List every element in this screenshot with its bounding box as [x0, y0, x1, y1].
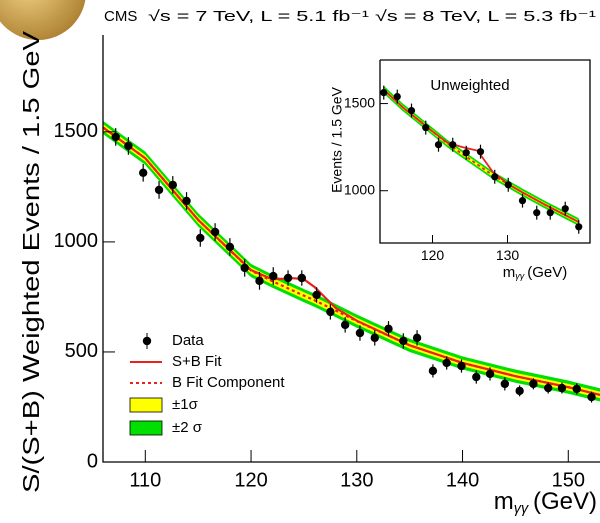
x-tick-label: 120 [234, 469, 267, 491]
legend-label: ±1σ [172, 396, 199, 413]
data-point [462, 149, 470, 157]
legend-swatch [129, 420, 163, 436]
x-label-symbol: m [503, 264, 516, 281]
data-point [370, 333, 379, 343]
x-tick-label: 120 [421, 247, 445, 263]
legend-data-marker [142, 336, 152, 346]
data-point [399, 336, 408, 346]
data-point [412, 333, 422, 343]
data-point [561, 205, 569, 213]
legend-label: Data [172, 332, 204, 349]
x-label-subscript: γγ [515, 271, 525, 281]
data-point [380, 88, 388, 97]
data-point [422, 124, 430, 132]
data-point [476, 148, 485, 156]
data-point [340, 320, 350, 330]
data-point [168, 180, 177, 190]
data-point [124, 141, 133, 151]
data-point [533, 209, 541, 217]
x-axis-label: mγγ (GeV) [494, 488, 597, 516]
legend-swatch [129, 397, 163, 413]
medal-logo [0, 0, 86, 40]
data-point [449, 141, 457, 149]
x-tick-label: 140 [446, 469, 479, 491]
data-point [491, 173, 499, 181]
data-point [210, 227, 220, 237]
y-tick-label: 500 [65, 340, 98, 362]
inset-title: Unweighted [430, 77, 509, 94]
legend-label: ±2 σ [172, 419, 203, 436]
data-point [428, 366, 438, 376]
data-point [500, 379, 510, 389]
x-label-subscript: γγ [514, 501, 529, 517]
signal-fit-line [102, 126, 600, 396]
data-point [472, 372, 481, 382]
data-point [457, 361, 466, 371]
x-tick-label: 130 [496, 247, 520, 263]
x-label-unit: (GeV) [533, 488, 597, 515]
x-label-symbol: m [494, 488, 514, 515]
data-point [504, 181, 512, 189]
data-point [297, 273, 306, 283]
data-point [393, 93, 401, 101]
data-point [557, 383, 567, 393]
y-tick-label: 1500 [54, 120, 99, 142]
data-point [587, 392, 596, 402]
data-point [312, 290, 321, 300]
data-point [546, 209, 554, 217]
data-point [196, 233, 205, 243]
y-tick-label: 1000 [54, 230, 99, 252]
legend-label: S+B Fit [172, 353, 222, 370]
data-point [384, 324, 393, 334]
experiment-label: CMS [104, 8, 137, 25]
data-point [111, 132, 120, 142]
data-point [485, 369, 495, 379]
y-tick-label: 1000 [344, 181, 375, 197]
legend-label: B Fit Component [172, 374, 285, 391]
data-point [515, 386, 524, 396]
data-point [442, 358, 451, 368]
data-point [355, 328, 365, 338]
y-tick-label: 0 [87, 450, 98, 472]
data-point [543, 383, 553, 393]
y-tick-label: 1500 [344, 94, 375, 110]
data-point [575, 223, 583, 231]
data-point [269, 271, 278, 281]
axis-frame [379, 59, 591, 244]
data-point [154, 185, 164, 195]
data-point [518, 197, 527, 205]
data-point [434, 141, 443, 149]
data-point [572, 384, 581, 394]
data-point [138, 168, 148, 177]
data-point [326, 307, 335, 317]
x-tick-label: 150 [552, 469, 585, 491]
x-axis-label: mγγ (GeV) [503, 264, 568, 281]
y-axis-label: S/(S+B) Weighted Events / 1.5 GeV [18, 30, 44, 493]
data-point [283, 273, 293, 283]
data-point [240, 263, 249, 273]
inset-y-label: Events / 1.5 GeV [329, 86, 345, 192]
data-point [182, 196, 191, 206]
signal-fit-line [383, 88, 580, 223]
energy-label: √s = 7 TeV, L = 5.1 fb⁻¹ √s = 8 TeV, L =… [148, 8, 596, 25]
x-tick-label: 130 [340, 469, 373, 491]
data-point [407, 106, 416, 115]
data-point [225, 242, 235, 252]
x-label-unit: (GeV) [527, 264, 567, 281]
data-point [255, 276, 264, 286]
data-point [529, 379, 538, 389]
x-tick-label: 110 [129, 469, 161, 491]
